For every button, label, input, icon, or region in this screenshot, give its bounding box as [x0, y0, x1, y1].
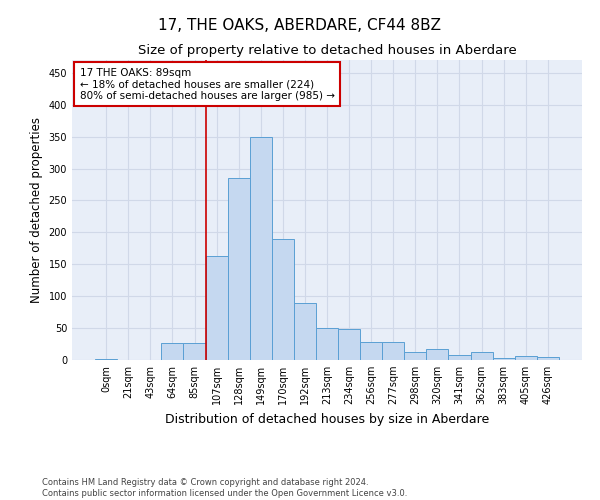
Bar: [338, 330, 360, 360]
Bar: [227, 178, 250, 360]
Bar: [470, 352, 493, 360]
Bar: [404, 352, 427, 360]
Text: 17, THE OAKS, ABERDARE, CF44 8BZ: 17, THE OAKS, ABERDARE, CF44 8BZ: [158, 18, 442, 32]
Text: 17 THE OAKS: 89sqm
← 18% of detached houses are smaller (224)
80% of semi-detach: 17 THE OAKS: 89sqm ← 18% of detached hou…: [80, 68, 335, 100]
Bar: [184, 343, 206, 360]
Bar: [427, 348, 448, 360]
Bar: [250, 136, 272, 360]
Bar: [272, 238, 294, 360]
Bar: [95, 358, 117, 360]
Bar: [360, 342, 382, 360]
Text: Contains HM Land Registry data © Crown copyright and database right 2024.
Contai: Contains HM Land Registry data © Crown c…: [42, 478, 407, 498]
X-axis label: Distribution of detached houses by size in Aberdare: Distribution of detached houses by size …: [165, 412, 489, 426]
Bar: [382, 342, 404, 360]
Bar: [294, 302, 316, 360]
Bar: [316, 328, 338, 360]
Bar: [206, 256, 227, 360]
Bar: [515, 356, 537, 360]
Title: Size of property relative to detached houses in Aberdare: Size of property relative to detached ho…: [137, 44, 517, 58]
Y-axis label: Number of detached properties: Number of detached properties: [30, 117, 43, 303]
Bar: [537, 357, 559, 360]
Bar: [493, 358, 515, 360]
Bar: [448, 355, 470, 360]
Bar: [161, 343, 184, 360]
